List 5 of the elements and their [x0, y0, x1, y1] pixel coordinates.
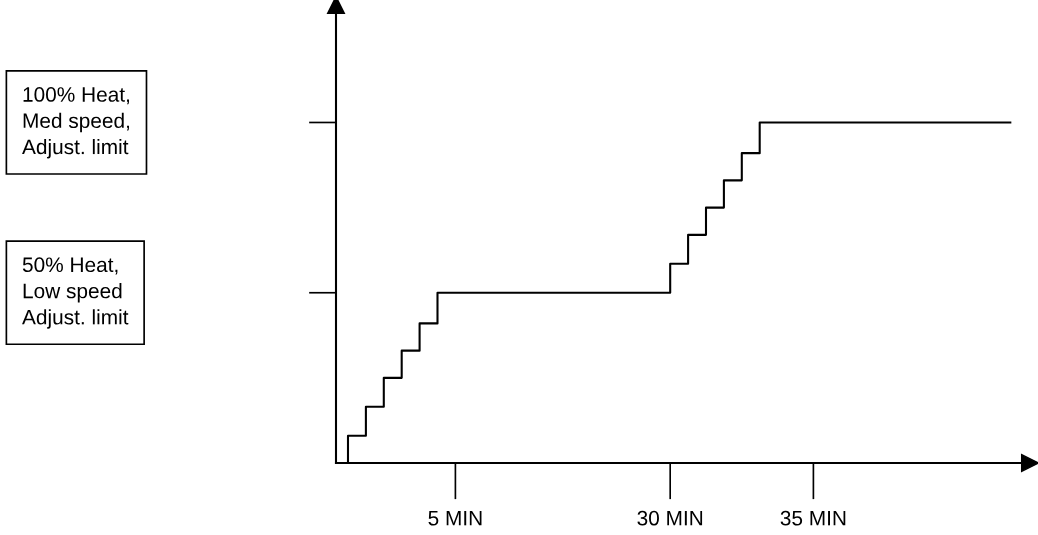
x-tick-label: 30 MIN — [637, 510, 703, 526]
x-tick-label: 5 MIN — [428, 510, 482, 526]
text: 50% Heat, Low speed Adjust. limit — [22, 257, 129, 329]
text: 100% Heat, Med speed, Adjust. limit — [22, 87, 129, 159]
x-tick-label: 35 MIN — [780, 510, 846, 526]
